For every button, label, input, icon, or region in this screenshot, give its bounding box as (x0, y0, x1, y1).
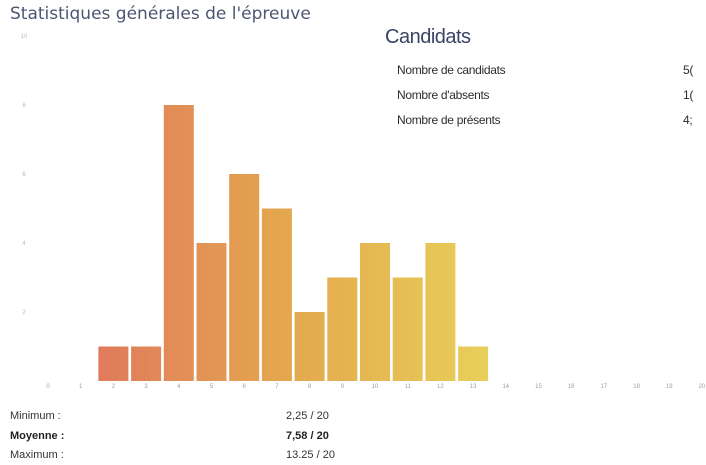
candidats-value: 5( (683, 63, 694, 77)
candidats-value: 4; (683, 113, 693, 127)
histogram-bar (229, 174, 260, 381)
y-tick-label: 6 (22, 172, 26, 178)
candidats-label: Nombre de candidats (397, 63, 506, 77)
summary-label: Maximum : (10, 449, 64, 461)
y-tick-label: 2 (22, 310, 26, 316)
summary-value: 2,25 / 20 (286, 410, 329, 422)
x-tick-label: 17 (601, 384, 608, 390)
summary-value: 7,58 / 20 (286, 430, 329, 442)
x-tick-label: 3 (144, 384, 148, 390)
candidats-label: Nombre d'absents (397, 88, 490, 102)
x-tick-label: 11 (405, 384, 412, 390)
x-tick-label: 2 (112, 384, 116, 390)
x-tick-label: 4 (177, 384, 181, 390)
summary-value: 13.25 / 20 (286, 449, 335, 461)
x-tick-label: 16 (568, 384, 575, 390)
histogram-bar (196, 243, 227, 381)
candidats-label: Nombre de présents (397, 113, 501, 127)
candidats-title: Candidats (385, 26, 471, 48)
x-tick-label: 20 (699, 384, 706, 390)
x-tick-label: 8 (308, 384, 312, 390)
y-tick-label: 4 (22, 241, 26, 247)
y-tick-label: 10 (21, 34, 28, 40)
x-tick-label: 12 (437, 384, 444, 390)
x-tick-label: 7 (275, 384, 279, 390)
histogram-bar (294, 312, 325, 381)
x-tick-label: 18 (633, 384, 640, 390)
histogram-bar (131, 346, 162, 381)
x-tick-label: 5 (210, 384, 214, 390)
y-tick-label: 8 (22, 103, 26, 109)
candidats-row-presents: Nombre de présents 4; (397, 113, 706, 131)
score-summary: Minimum : 2,25 / 20 Moyenne : 7,58 / 20 … (10, 410, 410, 465)
summary-label: Moyenne : (10, 430, 65, 442)
histogram-bar (98, 346, 129, 381)
histogram-bar (458, 346, 489, 381)
histogram-bar (327, 277, 358, 381)
x-tick-label: 0 (46, 384, 50, 390)
summary-row-maximum: Maximum : 13.25 / 20 (10, 449, 410, 465)
x-tick-label: 13 (470, 384, 477, 390)
summary-label: Minimum : (10, 410, 61, 422)
candidats-row-absents: Nombre d'absents 1( (397, 88, 706, 106)
x-tick-label: 10 (372, 384, 379, 390)
x-tick-label: 1 (79, 384, 83, 390)
histogram-bar (163, 105, 194, 381)
x-tick-label: 6 (243, 384, 247, 390)
histogram-bar (360, 243, 390, 381)
x-tick-label: 9 (341, 384, 345, 390)
summary-row-moyenne: Moyenne : 7,58 / 20 (10, 430, 410, 446)
histogram-bar (261, 208, 292, 381)
x-tick-label: 15 (535, 384, 542, 390)
x-tick-label: 14 (502, 384, 509, 390)
summary-row-minimum: Minimum : 2,25 / 20 (10, 410, 410, 426)
histogram-bar (425, 243, 456, 381)
page-title: Statistiques générales de l'épreuve (10, 4, 311, 24)
candidats-row-total: Nombre de candidats 5( (397, 63, 706, 81)
x-tick-label: 19 (666, 384, 673, 390)
candidats-panel: Candidats Nombre de candidats 5( Nombre … (385, 26, 706, 136)
candidats-value: 1( (683, 88, 694, 102)
histogram-bar (392, 277, 423, 381)
